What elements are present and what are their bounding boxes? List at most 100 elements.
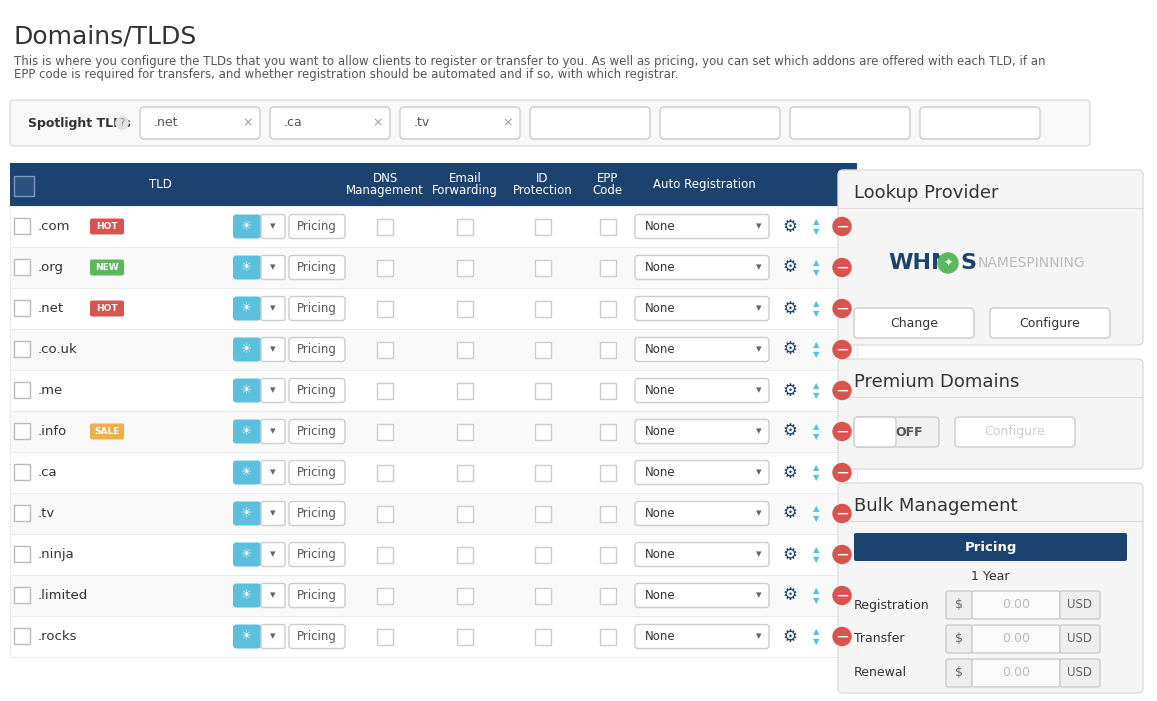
- Text: ☀: ☀: [242, 425, 252, 438]
- Bar: [14, 218, 30, 234]
- FancyBboxPatch shape: [90, 301, 124, 316]
- Text: .tv: .tv: [38, 507, 56, 520]
- Text: ☀: ☀: [242, 630, 252, 643]
- FancyBboxPatch shape: [972, 591, 1060, 619]
- FancyBboxPatch shape: [289, 543, 345, 566]
- Text: ⚙: ⚙: [782, 341, 797, 358]
- Bar: [14, 546, 30, 562]
- Circle shape: [833, 423, 852, 440]
- Text: ⚙: ⚙: [782, 381, 797, 400]
- FancyBboxPatch shape: [946, 659, 972, 687]
- Text: ▾: ▾: [271, 632, 275, 641]
- FancyBboxPatch shape: [635, 379, 769, 402]
- Text: Bulk Management: Bulk Management: [854, 497, 1017, 515]
- FancyBboxPatch shape: [838, 359, 1143, 469]
- Text: ▾: ▾: [757, 426, 761, 437]
- Text: ▲: ▲: [812, 217, 819, 226]
- Bar: [10, 493, 857, 534]
- Bar: [10, 411, 857, 452]
- FancyBboxPatch shape: [1060, 591, 1100, 619]
- FancyBboxPatch shape: [261, 461, 285, 484]
- FancyBboxPatch shape: [946, 625, 972, 653]
- Text: ▾: ▾: [271, 344, 275, 355]
- Circle shape: [833, 505, 852, 522]
- Text: .tv: .tv: [414, 116, 430, 130]
- Text: ▼: ▼: [812, 391, 819, 400]
- Text: S: S: [960, 253, 977, 273]
- Text: Registration: Registration: [854, 599, 929, 611]
- Bar: [599, 629, 616, 644]
- Text: Premium Domains: Premium Domains: [854, 373, 1019, 391]
- Text: .ca: .ca: [283, 116, 303, 130]
- Bar: [14, 341, 30, 357]
- FancyBboxPatch shape: [990, 308, 1110, 338]
- Bar: [14, 423, 30, 439]
- FancyBboxPatch shape: [261, 255, 285, 280]
- Text: ▲: ▲: [812, 258, 819, 267]
- Text: −: −: [835, 423, 849, 440]
- FancyBboxPatch shape: [955, 417, 1075, 447]
- Text: .net: .net: [38, 302, 64, 315]
- Bar: [457, 341, 473, 358]
- Text: ⚙: ⚙: [782, 217, 797, 236]
- Text: EPP code is required for transfers, and whether registration should be automated: EPP code is required for transfers, and …: [14, 68, 678, 81]
- FancyBboxPatch shape: [261, 215, 285, 238]
- FancyBboxPatch shape: [854, 308, 974, 338]
- FancyBboxPatch shape: [289, 337, 345, 362]
- Text: ▼: ▼: [812, 555, 819, 564]
- FancyBboxPatch shape: [635, 419, 769, 444]
- Bar: [14, 628, 30, 644]
- Text: −: −: [835, 259, 849, 276]
- FancyBboxPatch shape: [838, 483, 1143, 693]
- Text: ▼: ▼: [812, 432, 819, 441]
- Bar: [377, 629, 393, 644]
- Bar: [377, 259, 393, 275]
- Bar: [10, 163, 857, 206]
- Bar: [10, 534, 857, 575]
- FancyBboxPatch shape: [289, 255, 345, 280]
- Text: ▼: ▼: [812, 268, 819, 277]
- Text: ⚙: ⚙: [782, 299, 797, 318]
- FancyBboxPatch shape: [233, 461, 261, 484]
- Circle shape: [833, 259, 852, 276]
- FancyBboxPatch shape: [10, 100, 1090, 146]
- Bar: [377, 383, 393, 398]
- FancyBboxPatch shape: [635, 583, 769, 608]
- Text: Pricing: Pricing: [297, 548, 337, 561]
- Text: Forwarding: Forwarding: [432, 184, 498, 197]
- Bar: [10, 370, 857, 411]
- FancyBboxPatch shape: [289, 419, 345, 444]
- Text: HOT: HOT: [96, 222, 118, 231]
- Bar: [535, 587, 551, 604]
- Text: ▾: ▾: [271, 304, 275, 313]
- Bar: [14, 587, 30, 603]
- Text: ⚙: ⚙: [782, 545, 797, 564]
- Text: ▾: ▾: [271, 426, 275, 437]
- FancyBboxPatch shape: [854, 533, 1127, 561]
- Text: ▾: ▾: [757, 262, 761, 273]
- FancyBboxPatch shape: [90, 423, 124, 440]
- Text: ×: ×: [243, 116, 253, 130]
- Text: HOT: HOT: [96, 304, 118, 313]
- Text: ▾: ▾: [757, 344, 761, 355]
- Text: ▾: ▾: [757, 468, 761, 477]
- FancyBboxPatch shape: [289, 583, 345, 608]
- Bar: [599, 505, 616, 522]
- FancyBboxPatch shape: [261, 583, 285, 608]
- FancyBboxPatch shape: [920, 107, 1040, 139]
- Text: ⚙: ⚙: [782, 587, 797, 604]
- Circle shape: [833, 381, 852, 400]
- Text: ▲: ▲: [812, 586, 819, 595]
- Text: .me: .me: [38, 384, 64, 397]
- Text: ID: ID: [536, 172, 548, 185]
- Text: Spotlight TLDs: Spotlight TLDs: [28, 116, 131, 130]
- Bar: [535, 259, 551, 275]
- Text: USD: USD: [1068, 667, 1092, 679]
- Bar: [14, 259, 30, 275]
- Text: None: None: [644, 507, 676, 520]
- Bar: [599, 341, 616, 358]
- Text: .org: .org: [38, 261, 64, 274]
- Text: Pricing: Pricing: [297, 425, 337, 438]
- Text: .com: .com: [38, 220, 71, 233]
- Text: −: −: [835, 217, 849, 236]
